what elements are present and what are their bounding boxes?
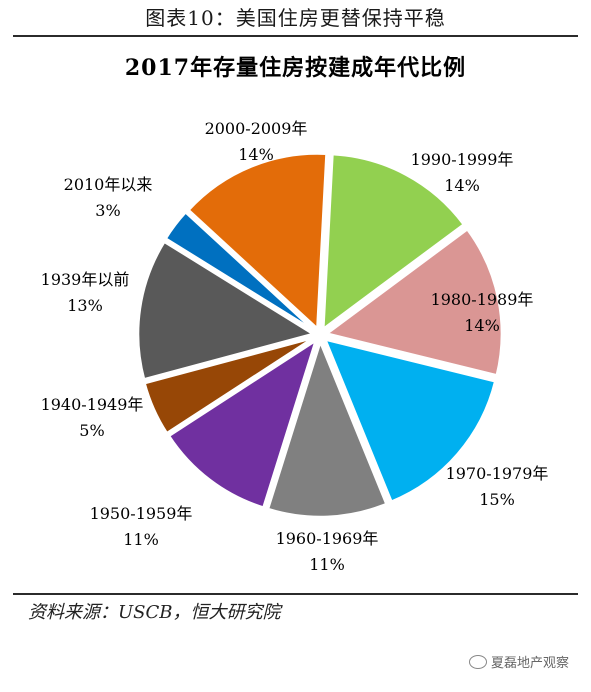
slice-category: 1960-1969年 [275, 529, 379, 548]
slice-percent: 3% [95, 201, 121, 220]
slice-category: 2000-2009年 [204, 119, 308, 138]
pie-slice-1 [321, 152, 466, 332]
slice-category: 2010年以来 [63, 175, 153, 194]
source-note: 资料来源：USCB，恒大研究院 [28, 602, 281, 623]
slice-percent: 14% [444, 176, 480, 195]
slice-percent: 14% [238, 145, 274, 164]
chart-title: 2017年存量住房按建成年代比例 [124, 55, 467, 81]
top-rule [13, 35, 578, 37]
wechat-icon [468, 655, 487, 669]
slice-label-7: 1939年以前 13% [41, 267, 130, 319]
pie-slice-2 [323, 227, 504, 377]
pie-slice-7 [136, 240, 317, 381]
slice-label-9: 2000-2009年 14% [205, 116, 308, 168]
slice-percent: 15% [479, 490, 515, 509]
slice-label-2: 1980-1989年 14% [431, 287, 534, 339]
slice-category: 1939年以前 [40, 270, 130, 289]
slice-label-4: 1960-1969年 11% [276, 526, 379, 578]
slice-percent: 14% [464, 316, 500, 335]
bottom-rule [13, 593, 578, 595]
pie-slice-4 [266, 338, 389, 519]
pie-slice-5 [167, 337, 318, 510]
slice-percent: 5% [79, 421, 105, 440]
slice-percent: 13% [67, 296, 103, 315]
pie-slice-8 [163, 210, 316, 332]
slice-category: 1970-1979年 [445, 464, 549, 483]
slice-category: 1950-1959年 [89, 504, 193, 523]
slice-label-8: 2010年以来 3% [64, 172, 153, 224]
slice-label-6: 1940-1949年 5% [41, 392, 144, 444]
slice-label-3: 1970-1979年 15% [446, 461, 549, 513]
slice-category: 1990-1999年 [410, 150, 514, 169]
pie-slice-3 [323, 337, 497, 504]
slice-label-1: 1990-1999年 14% [411, 147, 514, 199]
watermark-text: 夏磊地产观察 [490, 656, 569, 671]
pie-slice-9 [186, 152, 328, 332]
figure-title: 图表10：美国住房更替保持平稳 [145, 6, 446, 30]
slice-category: 1940-1949年 [40, 395, 144, 414]
slice-percent: 11% [123, 530, 159, 549]
watermark: 夏磊地产观察 [468, 652, 569, 671]
slice-percent: 11% [309, 555, 345, 574]
slice-category: 1980-1989年 [430, 290, 534, 309]
slice-label-5: 1950-1959年 11% [90, 501, 193, 553]
pie-slice-6 [143, 336, 315, 435]
